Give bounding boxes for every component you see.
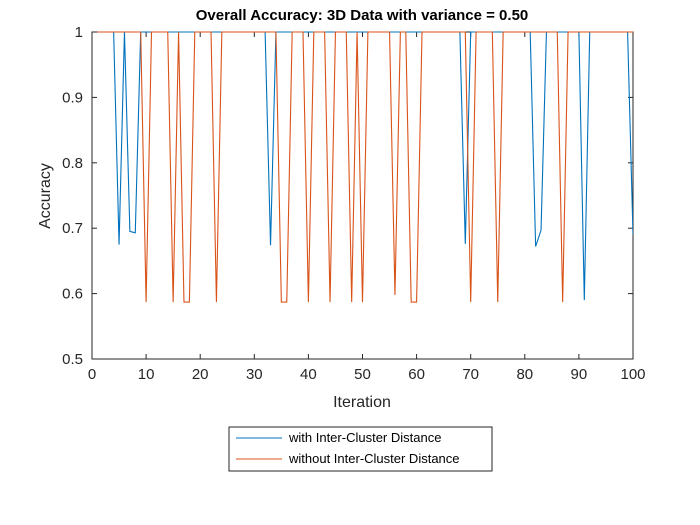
x-tick-label: 0 <box>88 366 96 383</box>
plot-frame <box>91 31 634 360</box>
series-lines <box>97 31 633 303</box>
legend-label-with-distance: with Inter-Cluster Distance <box>288 430 441 445</box>
y-tick-label: 0.7 <box>62 220 83 237</box>
x-tick-label: 90 <box>571 366 588 383</box>
x-tick-label: 80 <box>516 366 533 383</box>
series-line-without-distance <box>97 31 633 303</box>
x-axis-label: Iteration <box>333 394 391 411</box>
plot-area: 0 10 20 30 40 50 60 70 80 90 100 0.5 0.6 0.7 0.8 0.9 1 <box>62 24 645 383</box>
x-tick-label: 40 <box>300 366 317 383</box>
x-tick-label: 70 <box>462 366 479 383</box>
legend: with Inter-Cluster Distance without Inte… <box>228 426 493 472</box>
y-tick-label: 0.5 <box>62 351 83 368</box>
series-line-with-distance <box>97 31 633 301</box>
x-tick-label: 10 <box>138 366 155 383</box>
y-tick-label: 0.6 <box>62 286 83 303</box>
y-tick-label: 0.8 <box>62 155 83 172</box>
legend-box <box>228 426 493 472</box>
x-tick-label: 30 <box>246 366 263 383</box>
y-axis-label: Accuracy <box>37 163 54 229</box>
x-tick-label: 100 <box>620 366 645 383</box>
y-tick-label: 1 <box>75 24 83 41</box>
x-tick-label: 60 <box>408 366 425 383</box>
axis-ticks: 0 10 20 30 40 50 60 70 80 90 100 0.5 0.6 0.7 0.8 0.9 1 <box>62 24 645 383</box>
chart-title: Overall Accuracy: 3D Data with variance … <box>196 7 529 24</box>
legend-label-without-distance: without Inter-Cluster Distance <box>288 451 460 466</box>
y-tick-label: 0.9 <box>62 89 83 106</box>
x-tick-label: 50 <box>354 366 371 383</box>
x-tick-label: 20 <box>192 366 209 383</box>
